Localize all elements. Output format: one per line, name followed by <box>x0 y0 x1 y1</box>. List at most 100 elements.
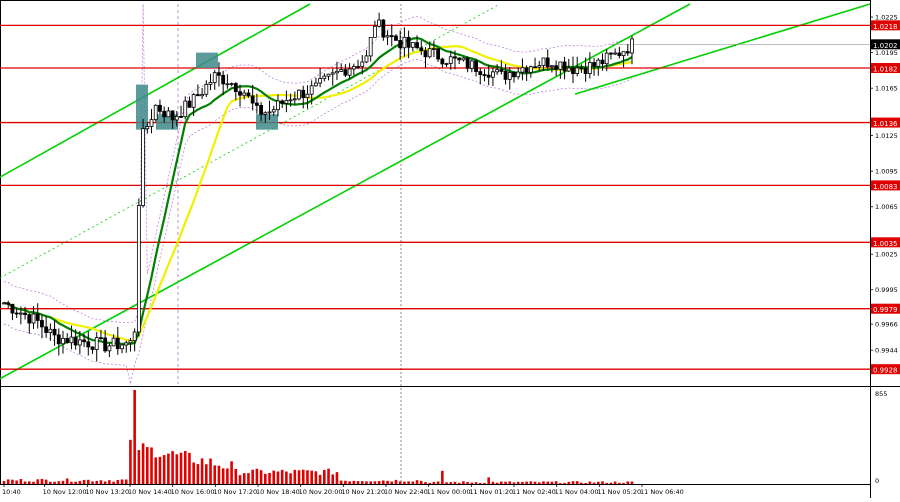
volume-bar <box>487 477 490 484</box>
volume-bar <box>297 470 301 484</box>
volume-bar <box>86 479 90 484</box>
candle-body <box>495 69 500 73</box>
candle-body <box>82 339 86 343</box>
candle-body <box>254 102 259 106</box>
level-label-box <box>871 20 900 31</box>
candle-body <box>398 40 403 49</box>
ma-fast-line <box>3 36 633 346</box>
volume-bar <box>280 469 284 484</box>
volume-bar <box>335 472 339 484</box>
price-tick-label: 1.0065 <box>875 203 898 211</box>
candle-body <box>124 342 129 346</box>
candle-body <box>229 83 234 85</box>
volume-bar <box>596 481 600 484</box>
candle-body <box>6 302 11 305</box>
volume-bar <box>95 480 99 484</box>
candle-body <box>419 47 424 52</box>
time-label: 11 Nov 06:40 <box>640 488 684 496</box>
volume-bar <box>567 481 571 484</box>
time-label: 11 Nov 04:00 <box>555 488 599 496</box>
volume-bar <box>318 474 322 484</box>
volume-bar <box>537 482 541 484</box>
candle-body <box>141 128 145 206</box>
volume-bar <box>6 479 10 484</box>
volume-bar <box>327 468 330 484</box>
candle-body <box>132 331 137 342</box>
candle-body <box>103 337 108 352</box>
candle-body <box>18 312 23 315</box>
volume-bar <box>462 481 465 484</box>
time-label: 11 Nov 05:20 <box>597 488 641 496</box>
volume-bar <box>276 471 280 484</box>
volume-bar <box>217 465 221 484</box>
volume-bar <box>141 443 145 484</box>
level-label-box <box>871 117 900 128</box>
level-label: 1.0136 <box>873 120 898 128</box>
channel-mid <box>0 3 501 279</box>
candle-body <box>94 337 99 350</box>
candle-body <box>27 314 32 324</box>
time-label: 10 Nov 18:40 <box>256 488 300 496</box>
volume-bar <box>609 482 613 484</box>
volume-bar <box>251 469 254 484</box>
channel-upper <box>0 3 311 178</box>
volume-bar <box>365 481 368 484</box>
candle-body <box>482 74 487 77</box>
candle-body <box>469 60 474 69</box>
candle-body <box>179 115 183 118</box>
candle-body <box>512 72 516 78</box>
candle-body <box>162 110 167 118</box>
candle-body <box>322 75 327 79</box>
candle-body <box>343 69 348 76</box>
candle-body <box>263 112 268 115</box>
candle-body <box>297 89 301 100</box>
candle-body <box>313 82 318 87</box>
volume-bar <box>563 482 566 484</box>
volume-bar <box>192 462 195 484</box>
volume-bar <box>592 482 596 484</box>
candle-body <box>23 312 27 315</box>
volume-bar <box>559 483 562 484</box>
volume-bar <box>331 474 335 484</box>
level-label: 1.0083 <box>873 183 898 191</box>
volume-bar <box>314 471 318 484</box>
candle-body <box>554 65 559 70</box>
volume-bar <box>478 482 482 484</box>
candle-body <box>528 66 533 73</box>
candle-body <box>14 312 19 315</box>
candle-body <box>276 100 280 111</box>
trend-channel <box>0 3 871 380</box>
candle-body <box>200 93 204 97</box>
volume-bar <box>264 473 267 484</box>
volume-bar <box>419 480 423 484</box>
volume-bar <box>11 479 14 484</box>
candle-body <box>360 61 365 67</box>
candle-body <box>583 67 588 74</box>
volume-bar <box>65 478 69 484</box>
candle-body <box>233 83 238 93</box>
volume-bar <box>508 481 512 484</box>
candle-body <box>267 111 272 114</box>
time-label: 10 Nov 13:20 <box>85 488 129 496</box>
level-label: 1.0218 <box>873 23 898 31</box>
volume-bar <box>483 482 486 484</box>
volume-bar <box>403 481 406 484</box>
volume-bar <box>146 447 149 484</box>
candle-body <box>486 74 491 78</box>
volume-bar <box>255 468 259 484</box>
volume-bar <box>268 472 271 484</box>
candle-body <box>166 110 171 118</box>
volume-bar <box>512 482 516 484</box>
candle-body <box>427 48 432 58</box>
candle-body <box>402 36 407 49</box>
candle-body <box>305 93 310 98</box>
volume-bar <box>436 481 440 484</box>
volume-bar <box>546 481 550 484</box>
volume-bar <box>369 481 372 484</box>
volume-bar <box>23 481 27 484</box>
candle-body <box>221 74 226 85</box>
volume-bar <box>129 439 132 484</box>
candle-body <box>115 337 120 350</box>
